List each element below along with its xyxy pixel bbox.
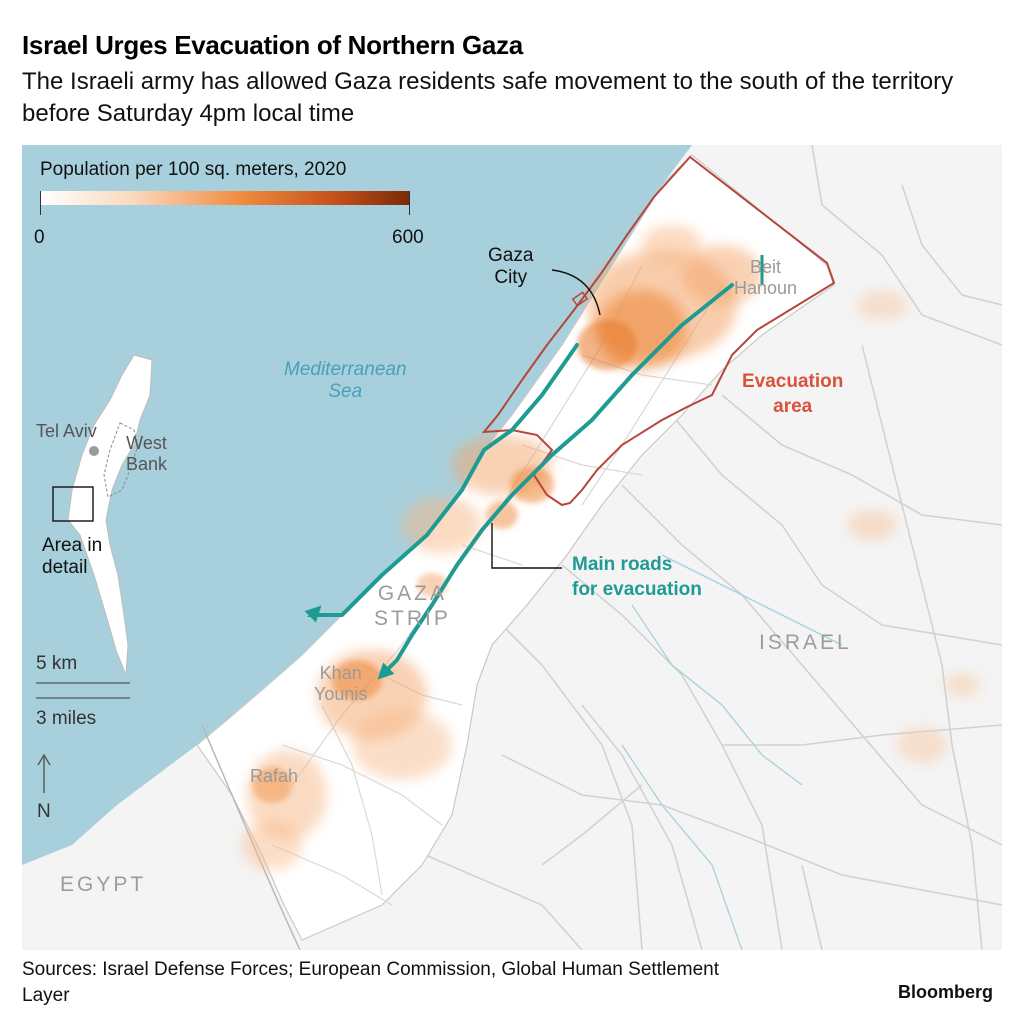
label-gaza-strip: GAZA STRIP (374, 582, 451, 630)
legend-tick-min (40, 191, 41, 215)
gaza-city-leader (551, 269, 601, 316)
legend-max-label: 600 (392, 227, 424, 248)
map-panel: Population per 100 sq. meters, 2020 0 60… (22, 145, 1002, 950)
evacuation-area-border (481, 155, 836, 507)
roads-leader (491, 523, 562, 569)
legend-color-bar (40, 191, 410, 205)
scale-km-label: 5 km (36, 653, 78, 674)
label-mediterranean-sea: Mediterranean Sea (284, 359, 407, 402)
label-israel: ISRAEL (759, 631, 852, 654)
population-density (242, 225, 980, 870)
legend-min-label: 0 (34, 227, 45, 248)
north-label: N (37, 801, 51, 822)
inset-tel-aviv-dot (89, 446, 99, 456)
label-khan-younis: Khan Younis (314, 663, 368, 704)
legend-title: Population per 100 sq. meters, 2020 (40, 159, 347, 180)
label-egypt: EGYPT (60, 873, 147, 896)
road-network (401, 145, 1002, 950)
inset-label-tel-aviv: Tel Aviv (36, 421, 97, 441)
gaza-port-outline (571, 291, 589, 307)
label-rafah: Rafah (250, 766, 299, 786)
label-evacuation-area: Evacuation area (742, 371, 844, 417)
inset-west-bank-outline (103, 422, 139, 498)
scale-miles-label: 3 miles (36, 708, 97, 729)
chart-subtitle: The Israeli army has allowed Gaza reside… (22, 68, 954, 127)
north-arrow-head (37, 753, 51, 766)
mediterranean-sea (22, 145, 692, 865)
inset-israel-outline (67, 354, 153, 676)
evacuation-road-coastal (304, 343, 579, 623)
label-gaza-city: Gaza City (488, 245, 534, 288)
inset-label-west-bank: West Bank (126, 433, 168, 474)
evacuation-road-salah-al-din (377, 283, 734, 680)
wadis (621, 554, 843, 950)
chart-title: Israel Urges Evacuation of Northern Gaza (22, 30, 523, 60)
inset-label-area-in-detail: Area in detail (42, 535, 103, 578)
legend-tick-max (409, 191, 410, 215)
sources-note: Sources: Israel Defense Forces; European… (22, 959, 719, 1006)
label-beit-hanoun: Beit Hanoun (734, 257, 798, 298)
label-main-roads: Main roads for evacuation (572, 554, 702, 600)
bloomberg-logo: Bloomberg (898, 982, 994, 1002)
map-graphic (22, 145, 1002, 950)
inset-area-in-detail-box (52, 486, 94, 522)
